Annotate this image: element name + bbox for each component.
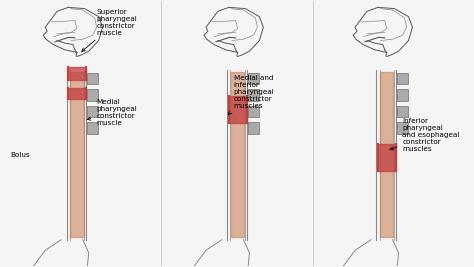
FancyBboxPatch shape <box>247 122 259 134</box>
FancyBboxPatch shape <box>87 106 98 117</box>
FancyBboxPatch shape <box>397 122 408 134</box>
Text: Superior
pharyngeal
constrictor
muscle: Superior pharyngeal constrictor muscle <box>82 9 137 52</box>
FancyBboxPatch shape <box>397 106 408 117</box>
Text: Medial
pharyngeal
constrictor
muscle: Medial pharyngeal constrictor muscle <box>87 99 137 126</box>
FancyBboxPatch shape <box>247 89 259 101</box>
Text: Bolus: Bolus <box>10 152 30 158</box>
FancyBboxPatch shape <box>247 106 259 117</box>
Text: Medial and
inferior
pharyngeal
constrictor
muscles: Medial and inferior pharyngeal constrict… <box>228 75 274 114</box>
FancyBboxPatch shape <box>87 73 98 84</box>
FancyBboxPatch shape <box>87 122 98 134</box>
FancyBboxPatch shape <box>87 89 98 101</box>
FancyBboxPatch shape <box>397 73 408 84</box>
FancyBboxPatch shape <box>247 73 259 84</box>
Text: Inferior
pharyngeal
and esophageal
constrictor
muscles: Inferior pharyngeal and esophageal const… <box>390 117 460 152</box>
FancyBboxPatch shape <box>397 89 408 101</box>
